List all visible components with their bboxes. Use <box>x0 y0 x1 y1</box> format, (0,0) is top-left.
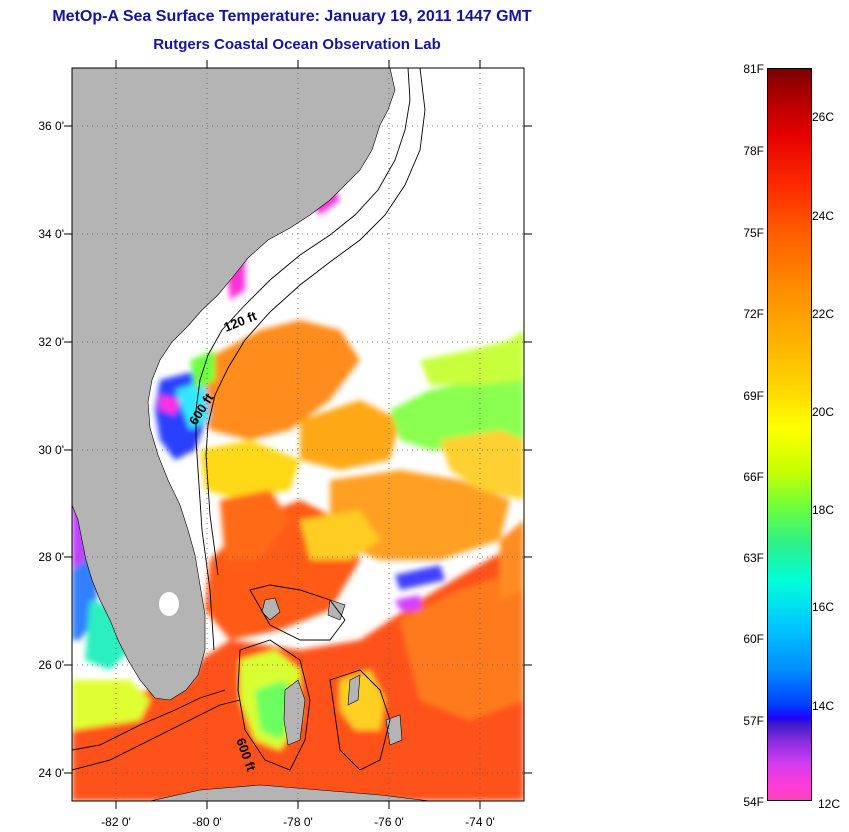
colorbar-f-label-63: 63F <box>743 551 764 565</box>
colorbar-c-label-16: 16C <box>812 600 835 614</box>
colorbar-f-label-54: 54F <box>743 795 764 809</box>
lat-label-26: 26 0' <box>38 658 64 672</box>
colorbar-c-label-20: 20C <box>812 405 835 419</box>
lon-label-76: -76 0' <box>374 815 404 829</box>
temperature-colorbar <box>767 68 812 801</box>
colorbar-f-label-60: 60F <box>743 632 764 646</box>
cuba-landmass <box>149 784 431 801</box>
colorbar-c-label-18: 18C <box>812 503 835 517</box>
lon-label-80: -80 0' <box>192 815 222 829</box>
colorbar-f-label-81: 81F <box>743 62 764 76</box>
lon-label-78: -78 0' <box>283 815 313 829</box>
lat-label-24: 24 0' <box>38 766 64 780</box>
lake-okeechobee <box>159 592 179 616</box>
lat-label-36: 36 0' <box>38 119 64 133</box>
lat-label-32: 32 0' <box>38 335 64 349</box>
colorbar-f-label-69: 69F <box>743 389 764 403</box>
colorbar-c-label-24: 24C <box>812 209 835 223</box>
lat-label-34: 34 0' <box>38 227 64 241</box>
colorbar-c-label-26: 26C <box>812 110 835 124</box>
lon-label-82: -82 0' <box>101 815 131 829</box>
colorbar-f-label-57: 57F <box>743 714 764 728</box>
colorbar-f-label-66: 66F <box>743 470 764 484</box>
colorbar-c-label-14: 14C <box>812 699 835 713</box>
colorbar-f-label-72: 72F <box>743 307 764 321</box>
colorbar-f-label-78: 78F <box>743 144 764 158</box>
lat-label-28: 28 0' <box>38 550 64 564</box>
map-title: MetOp-A Sea Surface Temperature: January… <box>52 8 532 25</box>
lat-label-30: 30 0' <box>38 443 64 457</box>
map-gridlines <box>72 68 524 801</box>
colorbar-f-label-75: 75F <box>743 226 764 240</box>
lon-label-74: -74 0' <box>465 815 495 829</box>
map-subtitle: Rutgers Coastal Ocean Observation Lab <box>153 36 441 53</box>
bahamas-islands <box>261 597 403 746</box>
colorbar-c-label-22: 22C <box>812 307 835 321</box>
axis-ticks <box>64 60 532 809</box>
land-mass <box>72 68 396 701</box>
bathymetry-contours <box>72 68 426 771</box>
colorbar-c-label-12: 12C <box>818 797 841 811</box>
